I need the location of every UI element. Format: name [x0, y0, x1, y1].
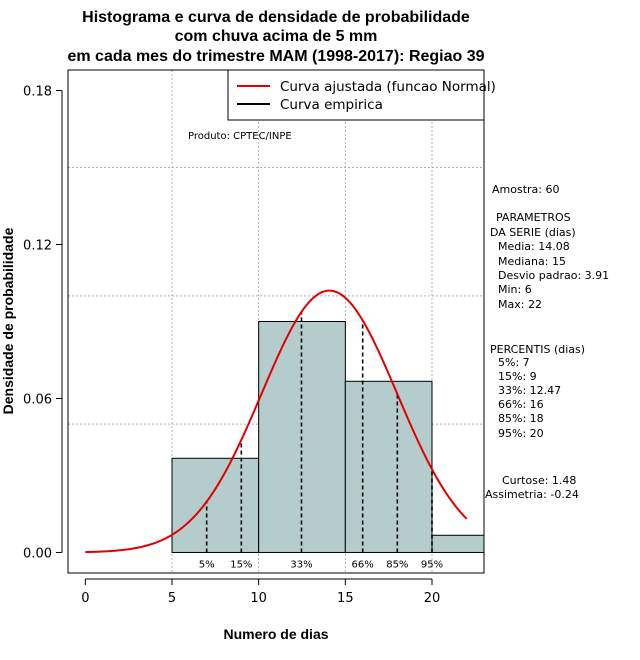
percentile-label-3: 66% [352, 559, 374, 570]
histogram-bar-0 [171, 457, 260, 553]
y-tick-label-0: 0.00 [23, 546, 52, 561]
percentile-label-0: 5% [199, 559, 215, 570]
param-min: Min: 6 [498, 283, 532, 296]
param-median: Mediana: 15 [498, 255, 566, 268]
param-sd: Desvio padrao: 3.91 [498, 269, 609, 282]
percentile-label-4: 85% [386, 559, 408, 570]
histogram-bars [171, 321, 485, 553]
y-tick-label-2: 0.12 [23, 239, 52, 254]
legend: Curva ajustada (funcao Normal) Curva emp… [227, 69, 496, 121]
percentil-15: 15%: 9 [498, 370, 537, 383]
x-tick-label-4: 20 [424, 591, 441, 606]
param-mean: Media: 14.08 [498, 240, 570, 253]
x-axis-label: Numero de dias [223, 626, 328, 642]
percentil-85: 85%: 18 [498, 412, 544, 425]
sample-size: Amostra: 60 [492, 183, 559, 196]
product-annotation: Produto: CPTEC/INPE [188, 131, 292, 142]
x-tick-label-2: 10 [250, 591, 267, 606]
percentis-title: PERCENTIS (dias) [490, 343, 585, 356]
params-title-2: DA SERIE (dias) [490, 226, 576, 239]
normal-fit-curve [85, 289, 468, 554]
y-tick-label-3: 0.18 [23, 85, 52, 100]
kurtosis: Curtose: 1.48 [502, 474, 576, 487]
percentile-label-1: 15% [230, 559, 252, 570]
chart-title-line-3: em cada mes do trimestre MAM (1998-2017)… [67, 48, 484, 65]
percentile-label-5: 95% [421, 559, 443, 570]
x-tick-label-0: 0 [81, 591, 89, 606]
percentile-label-2: 33% [290, 559, 312, 570]
percentil-33: 33%: 12.47 [498, 384, 561, 397]
x-tick-label-1: 5 [168, 591, 176, 606]
histogram-bar-3 [431, 534, 485, 553]
y-tick-label-1: 0.06 [23, 392, 52, 407]
y-axis-label: Densidade de probabilidade [0, 227, 16, 414]
params-title-1: PARAMETROS [496, 211, 571, 224]
x-tick-label-3: 15 [337, 591, 354, 606]
percentil-5: 5%: 7 [498, 356, 530, 369]
side-stats-panel: Amostra: 60 PARAMETROS DA SERIE (dias) M… [485, 183, 609, 501]
x-axis: 0 5 10 15 20 [81, 578, 441, 606]
legend-entry-fit: Curva ajustada (funcao Normal) [280, 79, 496, 95]
histogram-bar-2 [344, 380, 433, 553]
legend-box [227, 69, 485, 121]
chart-title-line-2: com chuva acima de 5 mm [175, 28, 378, 45]
percentile-lines: 5% 15% 33% 66% 85% 95% [199, 311, 443, 570]
param-max: Max: 22 [498, 298, 542, 311]
percentil-95: 95%: 20 [498, 427, 544, 440]
skewness: Assimetria: -0.24 [485, 488, 579, 501]
y-axis: 0.00 0.06 0.12 0.18 [23, 85, 63, 561]
percentil-66: 66%: 16 [498, 398, 544, 411]
legend-entry-empirical: Curva empirica [280, 97, 383, 113]
chart-title-line-1: Histograma e curva de densidade de proba… [82, 9, 470, 26]
